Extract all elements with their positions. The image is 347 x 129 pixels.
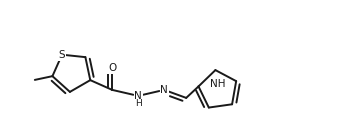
Text: H: H xyxy=(135,99,142,108)
Text: N: N xyxy=(134,91,142,101)
Text: NH: NH xyxy=(210,79,225,89)
Text: N: N xyxy=(160,85,168,95)
Text: O: O xyxy=(108,63,116,73)
Text: S: S xyxy=(59,50,65,60)
